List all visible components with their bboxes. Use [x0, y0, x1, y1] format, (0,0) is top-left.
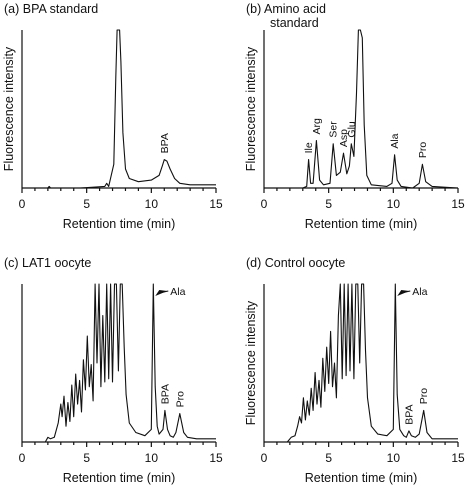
- chromatogram-trace: [264, 283, 458, 443]
- x-tick-label: 5: [325, 451, 332, 465]
- axes: [263, 284, 459, 447]
- x-tick-label: 0: [261, 451, 268, 465]
- y-axis-title: Fluorescence intensity: [244, 46, 258, 171]
- x-axis-title: Retention time (min): [63, 471, 176, 485]
- panel-title: (c) LAT1 oocyte: [4, 256, 91, 270]
- x-tick-label: 0: [261, 197, 268, 211]
- x-tick-label: 10: [387, 451, 401, 465]
- panel-a: (a) BPA standard 0 5 10 15 Retention time (mi…: [2, 2, 223, 231]
- x-tick-label: 10: [145, 197, 159, 211]
- chromatogram-trace: [22, 29, 216, 189]
- peak-label: Ala: [170, 286, 185, 298]
- panel-title: (a) BPA standard: [4, 2, 98, 16]
- x-tick-label: 0: [19, 197, 26, 211]
- peak-label: BPA: [159, 384, 171, 404]
- panel-title-line-2: standard: [270, 16, 319, 30]
- peak-label: Ser: [328, 121, 340, 138]
- peak-label: BPA: [159, 133, 171, 153]
- y-axis-title: Fluorescence intensity: [244, 300, 258, 425]
- y-axis-title: Fluorescence intensity: [2, 46, 16, 171]
- x-tick-label: 15: [209, 197, 223, 211]
- peak-label: Ala: [412, 286, 427, 298]
- panel-c: (c) LAT1 oocyte 0 5 10 15 Retention time (min…: [4, 256, 223, 485]
- x-tick-label: 0: [19, 451, 26, 465]
- x-tick-label: 15: [451, 197, 465, 211]
- peak-label: BPA: [403, 405, 415, 425]
- chromatogram-trace: [264, 29, 459, 189]
- peak-label: Asp: [338, 129, 350, 147]
- x-tick-label: 15: [209, 451, 223, 465]
- axes: [21, 30, 217, 193]
- x-axis-title: Retention time (min): [305, 471, 418, 485]
- peak-label: Ala: [389, 133, 401, 148]
- x-tick-label: 5: [83, 451, 90, 465]
- arrow-line: [401, 290, 411, 294]
- x-tick-label: 5: [83, 197, 90, 211]
- panel-title: (d) Control oocyte: [246, 256, 345, 270]
- x-axis-title: Retention time (min): [63, 217, 176, 231]
- x-axis-title: Retention time (min): [305, 217, 418, 231]
- peak-label: Arg: [311, 118, 323, 135]
- peak-label: Glu: [346, 121, 358, 138]
- peak-label: Pro: [418, 388, 430, 405]
- axes: [263, 30, 459, 193]
- x-tick-label: 10: [145, 451, 159, 465]
- panel-title: (b) Amino acid: [246, 2, 326, 16]
- x-tick-label: 5: [325, 197, 332, 211]
- arrow-line: [159, 290, 169, 294]
- panel-d: (d) Control oocyte 0 5 10 15 Retention time (…: [244, 256, 465, 485]
- peak-label: Pro: [174, 391, 186, 408]
- peak-label: Pro: [417, 142, 429, 159]
- axes: [21, 284, 217, 447]
- chromatogram-trace: [22, 283, 216, 443]
- x-tick-label: 15: [451, 451, 465, 465]
- peak-label: Ile: [303, 142, 315, 153]
- x-tick-label: 10: [387, 197, 401, 211]
